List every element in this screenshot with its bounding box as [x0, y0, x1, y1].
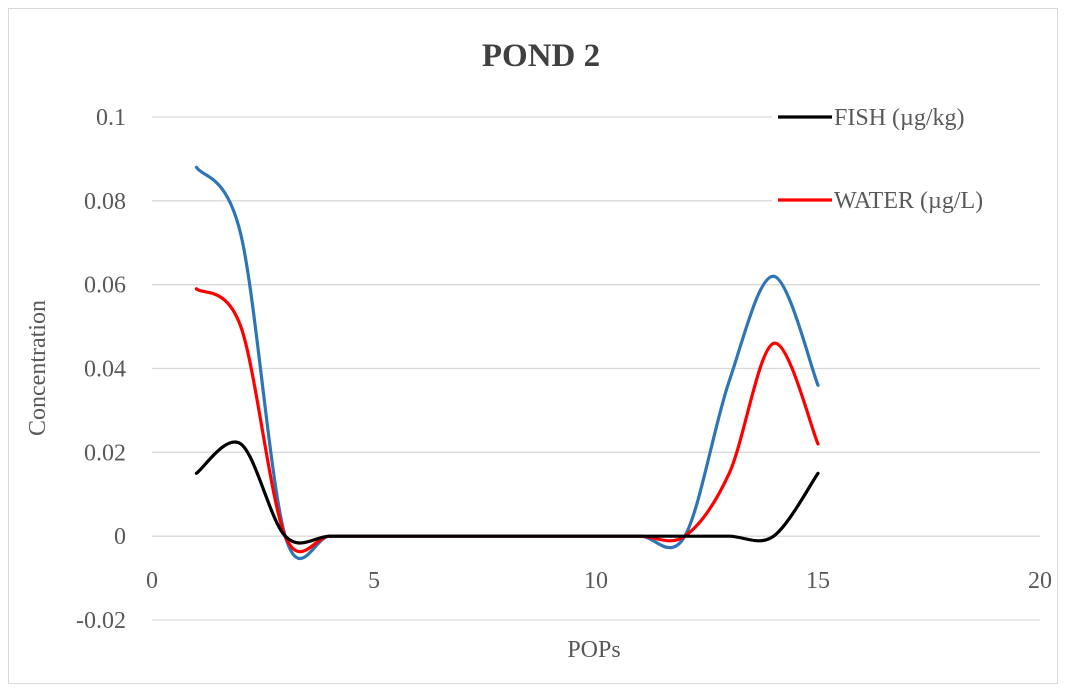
legend-background	[772, 89, 1050, 129]
x-tick-label: 5	[368, 568, 380, 594]
y-axis-label: Concentration	[25, 300, 51, 436]
y-tick-label: 0.04	[84, 357, 126, 383]
y-tick-label: 0.06	[84, 273, 126, 299]
x-tick-label: 10	[584, 568, 608, 594]
x-tick-label: 15	[806, 568, 830, 594]
series-line-1	[194, 440, 820, 545]
legend-label: FISH (µg/kg)	[834, 105, 965, 131]
y-tick-label: 0.02	[84, 440, 126, 466]
legend-background	[772, 172, 1050, 212]
series-line-3	[194, 165, 820, 560]
x-axis-label: POPs	[567, 637, 620, 663]
y-tick-label: 0.1	[96, 105, 126, 131]
chart-title: POND 2	[482, 38, 600, 74]
x-tick-label: 0	[146, 568, 158, 594]
y-tick-label: 0.08	[84, 189, 126, 215]
x-tick-label: 20	[1028, 568, 1052, 594]
y-tick-label: 0	[114, 524, 126, 550]
y-tick-label: -0.02	[76, 608, 126, 634]
series-line-2	[194, 287, 820, 554]
legend-label: WATER (µg/L)	[834, 188, 983, 214]
